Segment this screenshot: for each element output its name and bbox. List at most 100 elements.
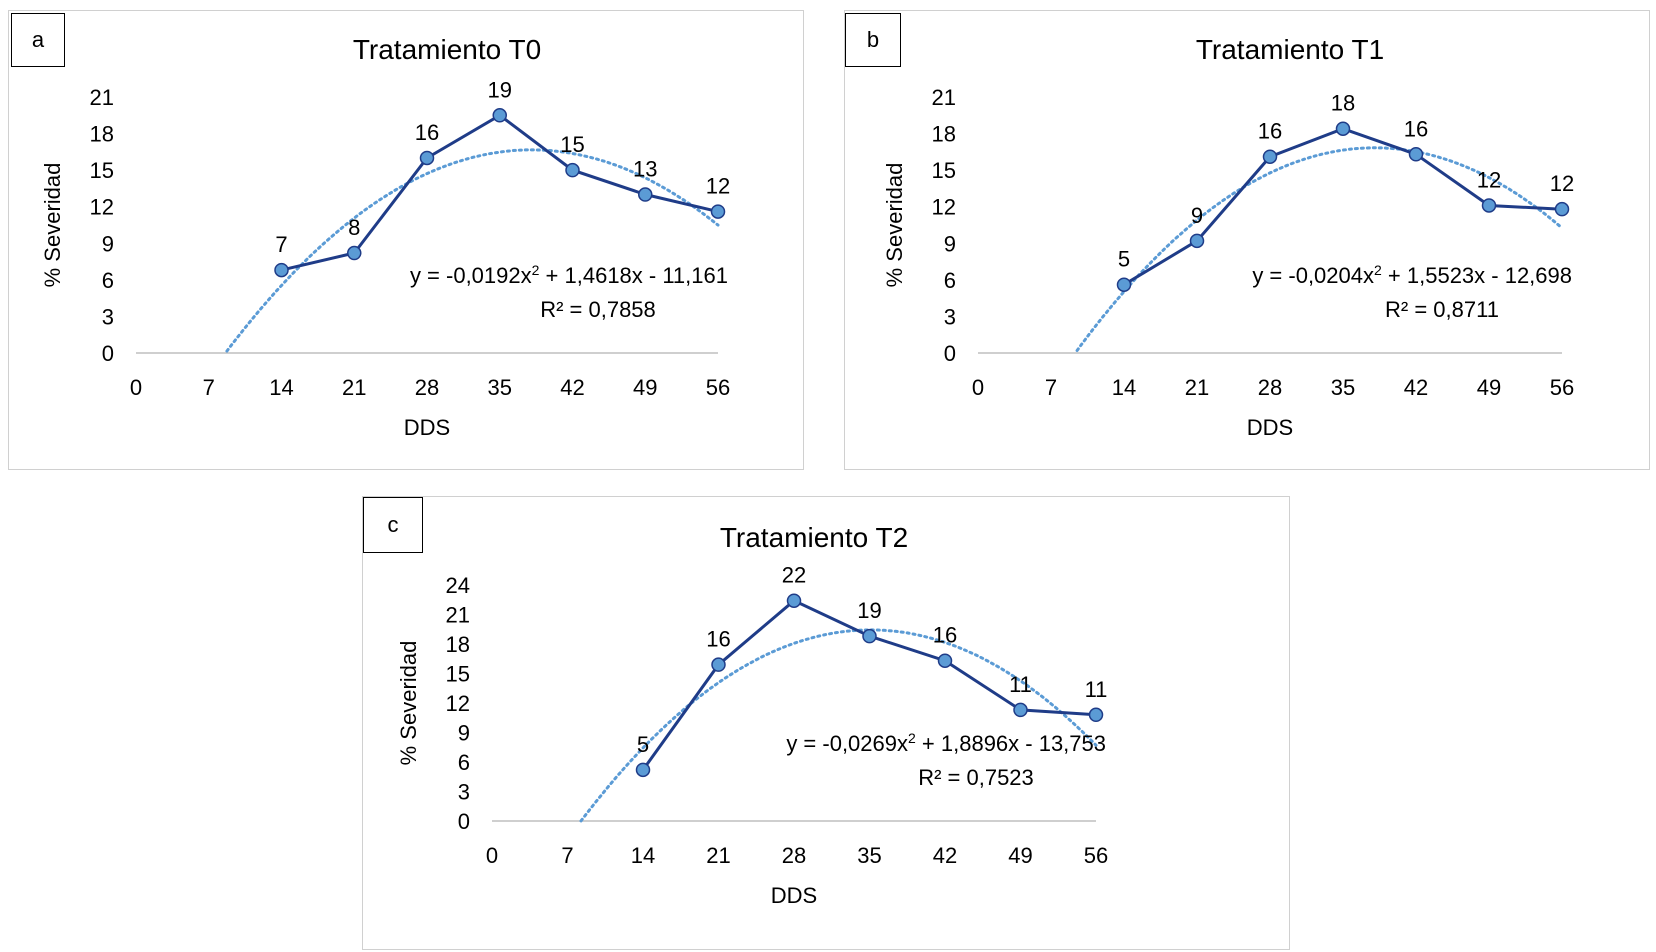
equation-suffix: + 1,5523x - 12,698 [1382, 263, 1572, 288]
data-label: 12 [1477, 167, 1501, 192]
x-tick-label: 49 [1008, 843, 1032, 868]
data-label: 15 [560, 132, 584, 157]
y-axis-label: % Severidad [882, 163, 907, 288]
chart-svg-c: Tratamiento T2 0 3 6 9 12 15 18 21 24 0 7 14 21 28 35 42… [396, 522, 1108, 908]
data-label: 16 [1258, 119, 1282, 144]
series-line [1123, 127, 1563, 286]
data-label: 13 [633, 157, 657, 182]
data-label: 18 [1331, 91, 1355, 116]
data-point [565, 162, 580, 178]
y-tick-label: 6 [102, 268, 114, 293]
y-tick-label: 9 [944, 231, 956, 256]
y-tick-label: 9 [458, 721, 470, 746]
x-tick-label: 7 [561, 843, 573, 868]
y-tick-label: 3 [102, 304, 114, 329]
chart-panel-a: a Tratamiento T0 0 3 6 9 12 15 18 21 0 7 14 21 28 35 42… [8, 10, 804, 470]
data-label: 8 [348, 215, 360, 240]
y-tick-label: 15 [932, 158, 956, 183]
equation-superscript: 2 [908, 730, 916, 746]
trendline-r2: R² = 0,8711 [1385, 297, 1499, 322]
trendline [225, 148, 720, 353]
y-tick-label: 24 [446, 573, 470, 598]
equation-superscript: 2 [532, 262, 540, 278]
equation-prefix: y = -0,0204x [1252, 263, 1374, 288]
y-tick-label: 3 [458, 780, 470, 805]
y-tick-label: 18 [932, 122, 956, 147]
x-tick-label: 14 [1112, 375, 1136, 400]
y-tick-label: 0 [102, 341, 114, 366]
y-tick-label: 12 [90, 195, 114, 220]
y-tick-label: 21 [932, 85, 956, 110]
data-point [1408, 147, 1424, 162]
y-tick-label: 18 [446, 632, 470, 657]
data-point [1189, 233, 1205, 249]
data-label: 16 [1404, 116, 1428, 141]
data-point [786, 593, 802, 608]
x-tick-label: 35 [1331, 375, 1355, 400]
y-tick-label: 0 [458, 809, 470, 834]
x-tick-label: 35 [857, 843, 881, 868]
equation-suffix: + 1,8896x - 13,753 [916, 731, 1106, 756]
chart-svg-b: Tratamiento T1 0 3 6 9 12 15 18 21 0 7 14 21 28 35 42 49… [882, 34, 1574, 440]
trendline [1075, 146, 1564, 352]
data-point [862, 628, 877, 644]
x-tick-label: 35 [488, 375, 512, 400]
data-label: 16 [415, 120, 439, 145]
x-tick-label: 21 [1185, 375, 1209, 400]
x-tick-label: 0 [130, 375, 142, 400]
data-point [1013, 702, 1028, 718]
trendline [579, 628, 1098, 823]
data-point [1554, 201, 1570, 217]
trendline-equation: y = -0,0204x2 + 1,5523x - 12,698 [1252, 262, 1572, 288]
x-tick-label: 28 [782, 843, 806, 868]
data-point [419, 150, 435, 166]
data-label: 19 [857, 598, 881, 623]
data-point [710, 204, 726, 219]
y-tick-label: 9 [102, 231, 114, 256]
trendline-r2: R² = 0,7858 [540, 297, 656, 322]
chart-panel-c: c Tratamiento T2 0 3 6 9 12 15 18 21 24 0 7 14 21 28 35… [362, 496, 1290, 950]
data-point [1088, 707, 1104, 723]
data-point [1262, 149, 1278, 164]
x-tick-label: 42 [933, 843, 957, 868]
chart-title: Tratamiento T2 [720, 522, 908, 553]
equation-prefix: y = -0,0192x [410, 263, 532, 288]
x-axis-label: DDS [771, 883, 817, 908]
x-tick-label: 56 [1084, 843, 1108, 868]
y-axis-label: % Severidad [396, 641, 421, 766]
x-tick-label: 56 [706, 375, 730, 400]
x-tick-label: 14 [269, 375, 293, 400]
data-point [711, 657, 726, 672]
panel-label-b: b [845, 13, 901, 67]
y-tick-label: 3 [944, 304, 956, 329]
y-tick-label: 15 [90, 158, 114, 183]
x-tick-label: 21 [706, 843, 730, 868]
data-point [638, 187, 653, 202]
trendline-r2: R² = 0,7523 [918, 765, 1034, 790]
equation-suffix: + 1,4618x - 11,161 [539, 263, 728, 288]
y-tick-label: 15 [446, 662, 470, 687]
x-tick-label: 49 [633, 375, 657, 400]
x-tick-label: 28 [415, 375, 439, 400]
y-axis-label: % Severidad [40, 163, 65, 288]
data-label: 16 [933, 623, 957, 648]
x-tick-label: 28 [1258, 375, 1282, 400]
data-label: 7 [275, 232, 287, 257]
y-tick-label: 6 [458, 750, 470, 775]
chart-panel-b: b Tratamiento T1 0 3 6 9 12 15 18 21 0 7 14 21 28 35 42… [844, 10, 1650, 470]
y-tick-label: 12 [932, 195, 956, 220]
x-tick-label: 0 [972, 375, 984, 400]
equation-superscript: 2 [1374, 262, 1382, 278]
data-label: 5 [1118, 247, 1130, 272]
data-label: 16 [706, 627, 730, 652]
x-tick-label: 56 [1550, 375, 1574, 400]
data-label: 5 [637, 732, 649, 757]
chart-title: Tratamiento T1 [1196, 34, 1384, 65]
x-tick-label: 42 [1404, 375, 1428, 400]
x-tick-label: 0 [486, 843, 498, 868]
data-label: 9 [1191, 203, 1203, 228]
x-axis-label: DDS [1247, 415, 1293, 440]
panel-label-a: a [11, 13, 65, 67]
data-point [1116, 277, 1132, 292]
x-tick-label: 42 [560, 375, 584, 400]
